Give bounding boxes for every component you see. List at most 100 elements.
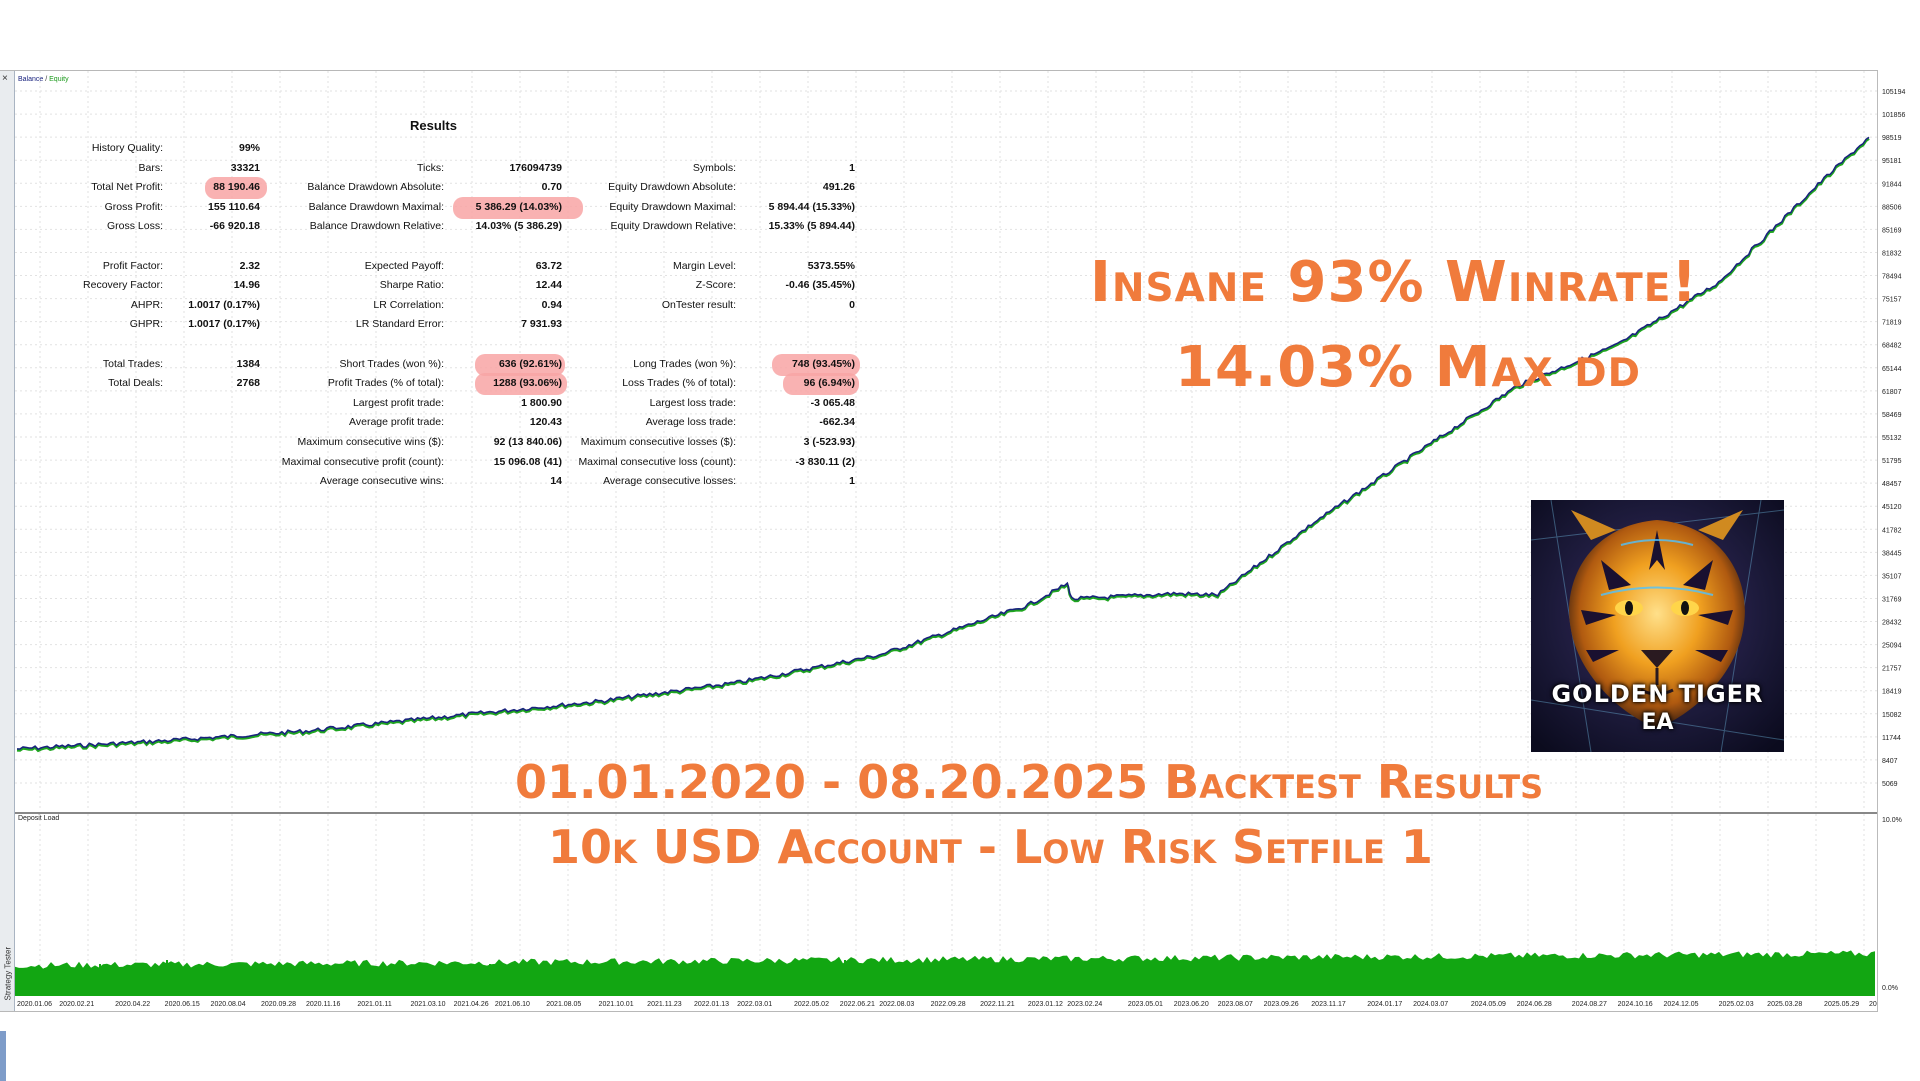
result-value: 1.0017 (0.17%)	[188, 298, 260, 311]
result-value: 0	[849, 298, 855, 311]
x-tick-label: 2025.05.29	[1824, 1001, 1859, 1008]
result-label: Total Net Profit:	[91, 181, 163, 194]
result-value: 491.26	[822, 181, 855, 194]
result-label: Equity Drawdown Relative:	[610, 220, 736, 233]
deposit-load-area	[15, 950, 1875, 996]
result-value: 92 (13 840.06)	[493, 436, 562, 448]
y-tick-label: 81832	[1882, 250, 1902, 257]
load-tick-label: 10.0%	[1882, 817, 1902, 824]
result-value: 96 (6.94%)	[803, 377, 855, 390]
promo-winrate: Insane 93% Winrate!	[1090, 250, 1698, 315]
x-tick-label: 2024.10.16	[1618, 1001, 1653, 1008]
y-tick-label: 91844	[1882, 181, 1902, 188]
legend-equity: Equity	[49, 76, 69, 83]
deposit-load-chart	[15, 812, 1877, 999]
y-tick-label: 51795	[1882, 458, 1902, 465]
x-tick-label: 2023.05.01	[1128, 1001, 1163, 1008]
highlight-marker	[772, 353, 860, 376]
result-label: Recovery Factor:	[83, 279, 163, 292]
y-tick-label: 5069	[1882, 781, 1898, 788]
x-tick-label: 2020.09.28	[261, 1001, 296, 1008]
result-label: Maximal consecutive loss (count):	[578, 455, 736, 468]
y-tick-label: 65144	[1882, 366, 1902, 373]
result-value: 1 800.90	[521, 396, 562, 409]
x-tick-label: 2020.11.16	[306, 1001, 341, 1008]
strategy-tester-label: Strategy Tester	[3, 946, 13, 1001]
date-axis: 2020.01.06 2020.02.21 2020.04.22 2020.06.15…	[17, 1001, 1877, 1008]
result-value: 14.03% (5 386.29)	[475, 220, 562, 233]
y-tick-label: 38445	[1882, 550, 1902, 557]
result-value: 2768	[236, 377, 260, 390]
results-table: Results History Quality: 99% Bars: 33321 Tot…	[60, 110, 890, 490]
result-label: Total Deals:	[108, 377, 163, 390]
y-tick-label: 75157	[1882, 297, 1902, 304]
y-tick-label: 41782	[1882, 527, 1902, 534]
x-tick-label: 2024.08.27	[1572, 1001, 1607, 1008]
result-value: -662.34	[819, 416, 855, 429]
result-value: 1	[849, 161, 855, 174]
result-label: Gross Loss:	[106, 220, 163, 233]
side-tab-strip[interactable]	[0, 1031, 6, 1081]
result-value: 2.32	[239, 259, 260, 272]
result-value: 5373.55%	[807, 259, 855, 272]
close-icon[interactable]: ×	[2, 73, 8, 84]
deposit-load-label: Deposit Load	[18, 815, 60, 822]
result-label: Average consecutive losses:	[603, 475, 736, 488]
result-label: Largest loss trade:	[649, 396, 736, 409]
y-tick-label: 21757	[1882, 666, 1902, 673]
result-label: Average loss trade:	[645, 416, 736, 429]
x-tick-label: 2020.01.06	[17, 1001, 52, 1008]
x-tick-label: 2023.06.20	[1174, 1001, 1209, 1008]
x-tick-label: 2024.03.07	[1413, 1001, 1448, 1008]
highlight-marker	[475, 373, 567, 396]
y-tick-label: 68482	[1882, 343, 1902, 350]
promo-account: 10k USD Account - Low Risk Setfile 1	[548, 820, 1433, 874]
y-tick-label: 45120	[1882, 504, 1902, 511]
result-label: Expected Payoff:	[364, 259, 444, 272]
result-value: 748 (93.45%)	[791, 357, 855, 370]
y-tick-label: 48457	[1882, 481, 1902, 488]
equity-line	[16, 137, 1870, 753]
result-label: LR Correlation:	[373, 298, 444, 311]
y-tick-label: 28432	[1882, 620, 1902, 627]
result-label: Balance Drawdown Absolute:	[307, 181, 444, 194]
result-value: 5 386.29 (14.03%)	[475, 200, 562, 213]
y-tick-label: 61807	[1882, 389, 1902, 396]
y-tick-label: 95181	[1882, 158, 1902, 165]
result-value: 1.0017 (0.17%)	[188, 318, 260, 331]
x-tick-label: 2020.06.15	[165, 1001, 200, 1008]
result-label: Short Trades (won %):	[339, 357, 444, 370]
result-value: 12.44	[535, 279, 562, 292]
y-tick-label: 85169	[1882, 227, 1902, 234]
highlight-marker	[783, 373, 859, 396]
logo-subtitle: EA	[1641, 710, 1674, 735]
x-tick-label: 2024.05.09	[1471, 1001, 1506, 1008]
result-value: 99%	[238, 142, 260, 154]
result-label: LR Standard Error:	[355, 318, 444, 331]
x-tick-label: 2022.01.13	[694, 1001, 729, 1008]
y-tick-label: 98519	[1882, 135, 1902, 142]
x-tick-label: 2023.02.24	[1067, 1001, 1102, 1008]
result-label: Maximal consecutive profit (count):	[281, 455, 444, 468]
result-label: Symbols:	[692, 161, 736, 174]
x-tick-label: 2021.10.01	[599, 1001, 634, 1008]
y-tick-label: 78494	[1882, 274, 1902, 281]
result-label: Margin Level:	[672, 259, 736, 272]
balance-equity-chart	[15, 71, 1877, 809]
result-value: 5 894.44 (15.33%)	[768, 200, 855, 213]
legend-separator: /	[43, 76, 50, 83]
highlight-marker	[205, 177, 267, 200]
result-label: Largest profit trade:	[352, 396, 444, 409]
highlight-marker	[453, 196, 583, 219]
result-value: 15.33% (5 894.44)	[768, 220, 855, 233]
x-tick-label: 2022.09.28	[931, 1001, 966, 1008]
result-label: AHPR:	[130, 298, 163, 311]
result-label: Total Trades:	[102, 357, 163, 370]
y-tick-label: 88506	[1882, 204, 1902, 211]
promo-backtest-period: 01.01.2020 - 08.20.2025 Backtest Results	[515, 755, 1544, 809]
golden-tiger-logo: GOLDEN TIGER EA	[1531, 500, 1784, 752]
result-value: 636 (92.61%)	[498, 357, 562, 370]
x-tick-label: 2020.04.22	[115, 1001, 150, 1008]
x-tick-label: 2021.11.23	[647, 1001, 682, 1008]
result-label: Sharpe Ratio:	[379, 279, 444, 292]
